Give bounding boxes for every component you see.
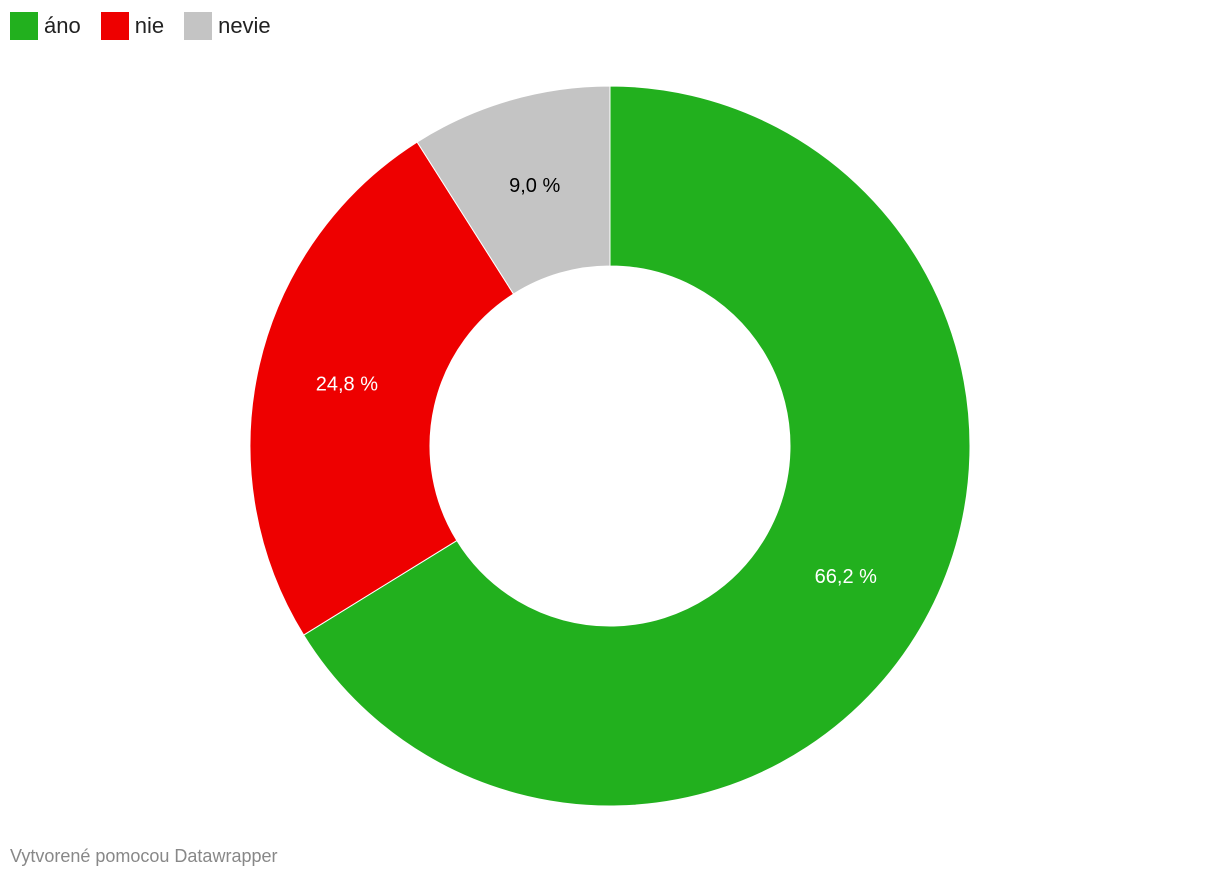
legend-swatch	[10, 12, 38, 40]
legend-item: nie	[100, 12, 165, 40]
value-label: 9,0 %	[509, 175, 560, 197]
donut-slice	[302, 85, 971, 807]
legend-label: nevie	[218, 13, 271, 38]
value-label: 66,2 %	[815, 566, 877, 588]
legend-item: nevie	[184, 12, 271, 40]
legend-item: áno	[10, 12, 81, 40]
legend-swatch	[100, 12, 129, 40]
credit: Vytvorené pomocou Datawrapper	[10, 846, 278, 866]
legend-label: áno	[44, 13, 81, 38]
legend-swatch	[184, 12, 213, 40]
donut-slice	[416, 85, 611, 295]
legend: áno nie nevie	[10, 12, 271, 40]
value-label: 24,8 %	[316, 374, 378, 396]
donut-slice	[249, 141, 515, 636]
legend-label: nie	[134, 13, 165, 38]
